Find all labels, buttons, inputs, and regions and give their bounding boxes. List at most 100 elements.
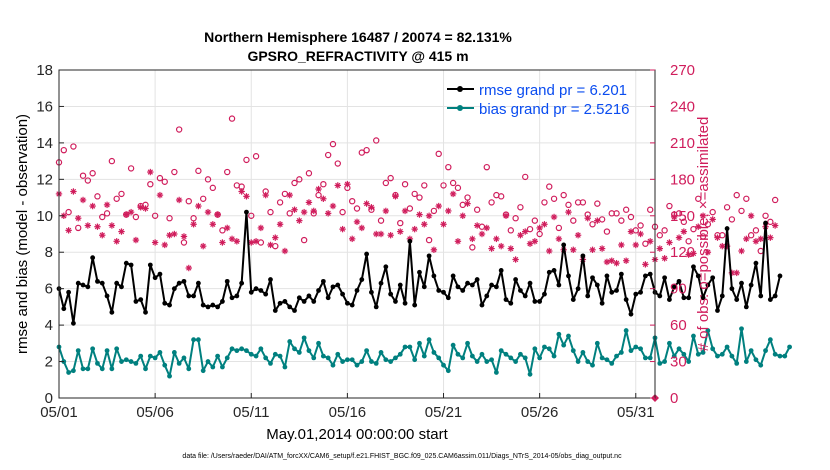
obs-assimilated-point xyxy=(589,246,596,253)
bias-point xyxy=(522,355,528,361)
obs-assimilated-point xyxy=(646,238,654,245)
bias-point xyxy=(162,362,168,368)
rmse-point xyxy=(147,262,153,268)
bias-point xyxy=(191,337,196,343)
obs-possible-point xyxy=(464,194,471,201)
obs-assimilated-stroke xyxy=(671,214,677,220)
bias-point xyxy=(739,326,744,332)
obs-possible-point xyxy=(757,247,764,255)
rmse-point xyxy=(546,269,552,275)
obs-assimilated-point xyxy=(411,225,418,233)
rmse-point xyxy=(767,297,773,302)
obs-possible-point xyxy=(425,236,433,244)
obs-assimilated-point xyxy=(79,196,87,204)
obs-assimilated-stroke xyxy=(498,243,504,249)
obs-possible-point xyxy=(199,195,207,202)
bias-point xyxy=(397,351,403,357)
bias-point xyxy=(234,348,240,354)
obs-possible-point xyxy=(300,236,308,244)
obs-assimilated-point xyxy=(454,238,462,245)
obs-assimilated-stroke xyxy=(522,228,528,235)
obs-assimilated-point xyxy=(661,255,668,262)
obs-possible-point xyxy=(483,163,490,171)
obs-assimilated-point xyxy=(334,182,341,189)
obs-assimilated-point xyxy=(108,222,116,229)
obs-assimilated-point xyxy=(166,232,173,239)
obs-assimilated-point xyxy=(243,193,250,200)
obs-assimilated-point xyxy=(512,256,519,263)
obs-possible-point xyxy=(589,221,596,228)
rmse-point xyxy=(441,289,446,295)
rmse-point xyxy=(157,271,163,277)
bias-point xyxy=(628,348,634,354)
bias-point xyxy=(729,353,735,359)
rmse-point xyxy=(705,282,711,288)
obs-assimilated-stroke xyxy=(551,214,557,220)
obs-assimilated-stroke xyxy=(248,239,254,246)
obs-assimilated-stroke xyxy=(556,236,562,242)
obs-assimilated-point xyxy=(618,241,625,249)
bias-point xyxy=(676,346,682,352)
obs-assimilated-point xyxy=(642,261,649,268)
rmse-point xyxy=(320,278,326,284)
obs-assimilated-point xyxy=(680,228,688,235)
obs-assimilated-stroke xyxy=(109,222,115,229)
obs-assimilated-point xyxy=(546,247,553,255)
obs-assimilated-stroke xyxy=(89,203,96,209)
rmse-point xyxy=(234,293,240,299)
obs-assimilated-point xyxy=(531,238,539,245)
obs-assimilated-stroke xyxy=(517,232,524,238)
bias-point xyxy=(421,353,427,359)
obs-assimilated-point xyxy=(565,208,572,216)
obs-assimilated-stroke xyxy=(243,193,250,200)
obs-assimilated-point xyxy=(526,240,534,247)
rmse-point xyxy=(104,293,110,299)
rmse-point xyxy=(719,293,725,299)
obs-assimilated-stroke xyxy=(166,232,173,238)
obs-assimilated-point xyxy=(695,223,702,230)
obs-assimilated-point xyxy=(286,191,293,199)
rmse-point xyxy=(143,309,148,315)
obs-assimilated-stroke xyxy=(219,239,226,246)
rmse-point xyxy=(316,288,321,293)
bias-point xyxy=(436,355,442,361)
obs-assimilated-point xyxy=(382,207,390,215)
bias-point xyxy=(532,346,538,352)
bias-point xyxy=(152,355,158,361)
bias-point xyxy=(268,360,273,366)
obs-possible-point xyxy=(435,150,442,158)
obs-assimilated-point xyxy=(392,193,399,200)
obs-assimilated-stroke xyxy=(541,221,548,227)
rmse-point xyxy=(277,300,283,306)
y-axis-right-label: # of obs: o=possible; ×=assimilated xyxy=(695,117,712,352)
obs-possible-point xyxy=(747,232,755,239)
bias-point xyxy=(642,355,648,361)
obs-assimilated-point xyxy=(175,196,183,204)
bias-point xyxy=(114,346,120,352)
rmse-point xyxy=(763,220,768,226)
rmse-point xyxy=(426,253,432,259)
bias-point xyxy=(354,362,360,368)
rmse-point xyxy=(662,275,668,281)
rmse-point xyxy=(258,288,264,293)
obs-possible-point xyxy=(382,179,390,187)
obs-assimilated-point xyxy=(473,222,481,229)
rmse-point xyxy=(272,308,278,313)
obs-possible-point xyxy=(719,232,726,239)
obs-assimilated-stroke xyxy=(104,202,110,208)
rmse-point xyxy=(479,302,485,308)
bias-point xyxy=(618,350,624,355)
obs-assimilated-stroke xyxy=(474,222,480,229)
rmse-point xyxy=(306,293,312,299)
obs-possible-point xyxy=(161,178,168,185)
legend-bias-marker xyxy=(457,105,463,111)
obs-assimilated-point xyxy=(733,269,740,277)
obs-possible-point xyxy=(358,149,366,156)
obs-assimilated-point xyxy=(214,211,221,218)
obs-assimilated-stroke xyxy=(464,200,471,207)
obs-assimilated-point xyxy=(493,235,500,243)
obs-assimilated-point xyxy=(281,247,289,255)
bias-point xyxy=(777,353,783,359)
obs-assimilated-stroke xyxy=(325,210,331,217)
bias-point xyxy=(253,353,259,359)
